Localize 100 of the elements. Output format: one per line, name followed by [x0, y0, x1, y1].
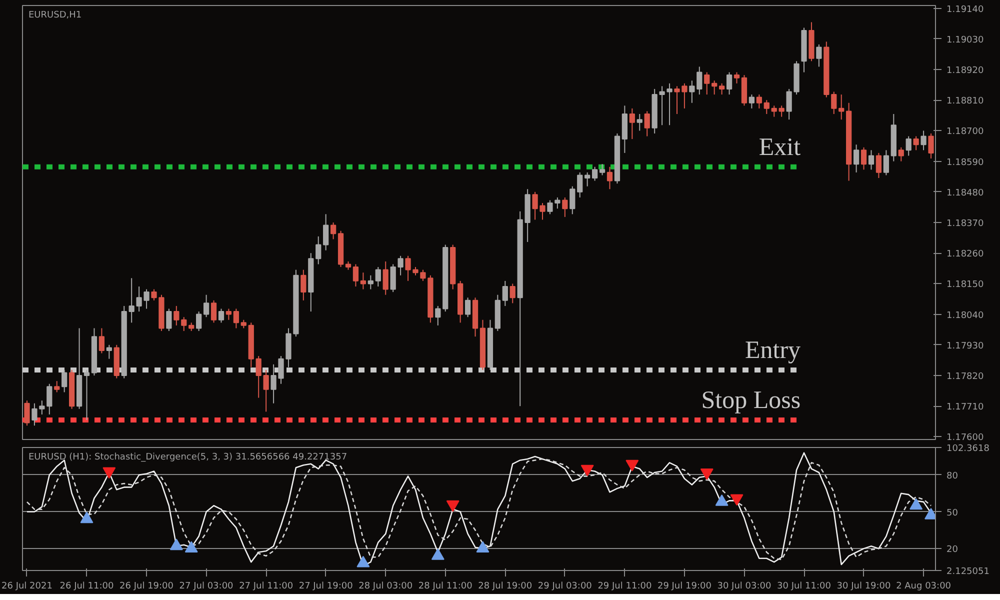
ref-line-label: Stop Loss — [701, 387, 801, 414]
point — [730, 494, 744, 506]
candlestick — [629, 108, 635, 140]
candlestick — [196, 311, 202, 332]
candlestick — [696, 66, 702, 96]
x-tick-label: 29 Jul 03:00 — [538, 582, 592, 592]
y-tick-label: 1.18150 — [946, 280, 984, 290]
candlestick — [719, 82, 725, 96]
point — [700, 468, 714, 480]
candlestick — [547, 200, 553, 215]
candlestick — [24, 400, 30, 426]
candlestick — [712, 80, 718, 96]
candlestick — [106, 344, 112, 360]
candlestick — [838, 94, 844, 120]
candlestick — [853, 144, 860, 173]
y-tick-label: 1.17820 — [946, 372, 984, 382]
y-tick-label: 1.18370 — [946, 219, 984, 229]
x-tick-label: 28 Jul 03:00 — [358, 582, 413, 592]
candlestick — [226, 308, 232, 320]
candlestick — [876, 152, 882, 178]
x-tick-label: 2 Aug 03:00 — [896, 582, 952, 592]
y-tick-label: 1.17600 — [946, 433, 984, 444]
candlestick — [913, 136, 919, 151]
y-tick-label: 1.18040 — [946, 310, 984, 321]
y-tick-label: 1.18260 — [946, 250, 984, 260]
candlestick — [256, 356, 262, 398]
candlestick — [330, 222, 336, 240]
candlestick — [510, 283, 516, 304]
candlestick — [562, 196, 568, 218]
candlestick — [390, 264, 396, 293]
x-tick-label: 26 Jul 2021 — [2, 582, 52, 592]
candlestick — [263, 369, 269, 412]
candlestick — [771, 105, 777, 118]
candlestick — [375, 266, 381, 287]
candlestick — [704, 72, 710, 96]
y-tick-label: 1.18700 — [946, 127, 984, 138]
point — [80, 512, 94, 524]
candlestick — [151, 288, 157, 301]
y-tick-label: 1.18920 — [946, 66, 984, 76]
candlestick — [689, 80, 695, 104]
candlestick — [464, 297, 471, 318]
candlestick — [166, 308, 172, 332]
ref-line-label: Entry — [745, 336, 802, 364]
x-tick-label: 29 Jul 19:00 — [657, 582, 712, 592]
x-tick-label: 30 Jul 19:00 — [836, 582, 892, 592]
candlestick — [62, 369, 68, 393]
candlestick — [764, 100, 770, 114]
candlestick — [84, 369, 90, 421]
y-tick-label: 50 — [946, 508, 958, 518]
candlestick — [360, 272, 366, 290]
candlestick — [502, 280, 508, 306]
y-tick-label: 102.3618 — [946, 444, 990, 454]
y-tick-label: 1.19140 — [946, 4, 984, 15]
candlestick — [883, 150, 890, 176]
candlestick — [300, 269, 306, 301]
candlestick — [734, 72, 740, 84]
point — [580, 464, 594, 476]
candlestick — [382, 260, 388, 296]
y-tick-label: 20 — [946, 545, 958, 556]
point — [356, 556, 370, 568]
x-tick-label: 27 Jul 19:00 — [298, 582, 354, 592]
candlestick — [928, 132, 934, 160]
candlestick — [352, 264, 359, 287]
x-tick-label: 30 Jul 11:00 — [777, 582, 832, 592]
point — [626, 460, 639, 472]
point — [170, 538, 183, 550]
candlestick — [860, 146, 867, 170]
candlestick — [756, 94, 762, 109]
candlestick — [726, 72, 732, 96]
y-tick-label: 2.125051 — [946, 567, 990, 577]
y-tick-label: 1.18590 — [946, 158, 984, 168]
candlestick — [584, 172, 590, 187]
candlestick — [570, 186, 576, 215]
x-tick-label: 26 Jul 19:00 — [120, 582, 174, 592]
candlestick — [181, 316, 187, 332]
candlestick — [577, 172, 583, 198]
x-tick-label: 29 Jul 11:00 — [598, 582, 652, 592]
x-tick-label: 28 Jul 11:00 — [418, 582, 473, 592]
point — [431, 548, 444, 560]
candlestick — [778, 105, 784, 118]
point — [184, 541, 198, 553]
candlestick — [128, 278, 134, 324]
x-tick-label: 28 Jul 19:00 — [478, 582, 532, 592]
candlestick — [606, 166, 613, 190]
candlestick — [316, 236, 322, 265]
candlestick — [323, 214, 329, 251]
candlestick — [54, 380, 60, 393]
point — [102, 467, 116, 479]
candlestick — [554, 196, 560, 210]
point — [446, 500, 460, 512]
candlestick — [644, 110, 650, 137]
candlestick — [592, 166, 598, 182]
y-tick-label: 1.19030 — [946, 35, 984, 46]
candlestick — [398, 255, 404, 276]
y-tick-label: 1.17710 — [946, 402, 984, 413]
candlestick — [210, 300, 217, 324]
x-tick-label: 27 Jul 03:00 — [179, 582, 234, 592]
text: EURUSD (H1): Stochastic_Divergence(5, 3, 3) 31.5656566 49.2271357 — [28, 452, 348, 462]
candlestick — [816, 44, 822, 68]
point — [476, 541, 490, 553]
